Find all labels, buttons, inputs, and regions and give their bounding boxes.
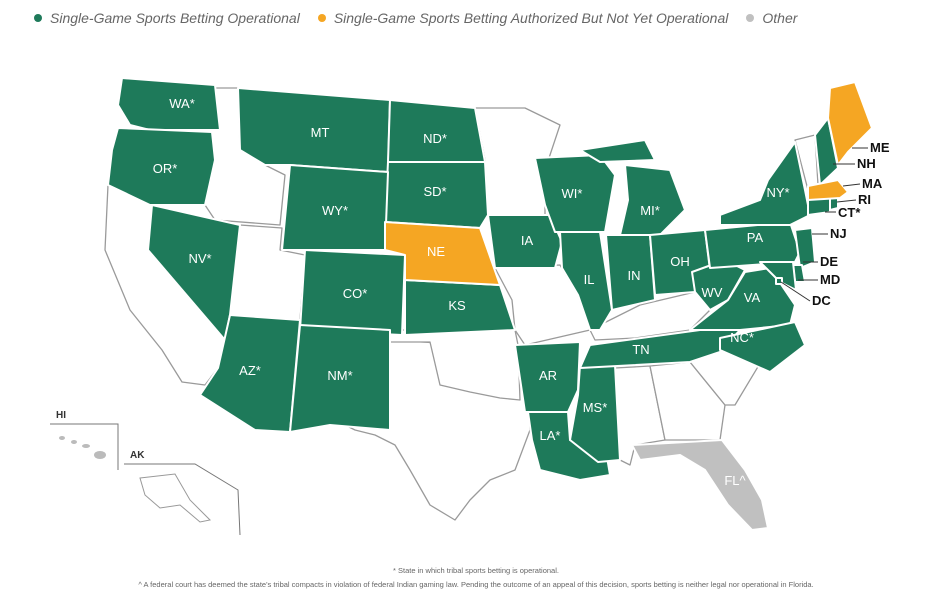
state-dc [775, 277, 783, 285]
legend-item-operational: Single-Game Sports Betting Operational [34, 10, 300, 26]
legend-swatch-authorized [317, 14, 326, 22]
label-nh: NH [857, 156, 876, 171]
label-wy: WY* [322, 203, 348, 218]
label-wa: WA* [169, 96, 195, 111]
label-ny: NY* [766, 185, 789, 200]
inset-label-ak: AK [130, 450, 145, 461]
state-ok [389, 329, 521, 401]
hawaii-island-2 [71, 440, 77, 444]
state-ar [514, 341, 581, 413]
label-va: VA [744, 290, 761, 305]
label-ct: CT* [838, 205, 861, 220]
leader-ma [842, 183, 861, 187]
label-oh: OH [670, 254, 690, 269]
leader-dc [780, 281, 811, 302]
state-ny [719, 141, 811, 226]
label-ms: MS* [583, 400, 608, 415]
hawaii-island-3 [82, 444, 90, 448]
label-tn: TN [632, 342, 649, 357]
label-mt: MT [311, 125, 330, 140]
label-ia: IA [521, 233, 534, 248]
legend-item-other: Other [746, 10, 797, 26]
label-wv: WV [702, 285, 723, 300]
footnote-florida: ^ A federal court has deemed the state's… [138, 580, 814, 589]
label-ne: NE [427, 244, 445, 259]
label-or: OR* [153, 161, 178, 176]
state-la [527, 411, 611, 481]
label-nc: NC* [730, 330, 754, 345]
inset-label-hi: HI [56, 410, 66, 421]
outside-labels: ME NH MA RI CT* NJ DE MD DC [812, 140, 890, 308]
hawaii-inset-frame [50, 423, 119, 470]
state-ia [487, 214, 563, 269]
state-ma [807, 179, 849, 201]
label-mi: MI* [640, 203, 660, 218]
hawaii-island-4 [94, 451, 106, 459]
legend-item-authorized: Single-Game Sports Betting Authorized Bu… [317, 10, 729, 26]
state-va [689, 267, 796, 331]
label-la: LA* [540, 428, 561, 443]
label-sd: SD* [423, 184, 446, 199]
state-or [107, 127, 216, 206]
state-nh [814, 117, 839, 186]
hawaii-inset: HI [50, 410, 119, 470]
alaska-shape [139, 473, 212, 523]
legend-swatch-operational [34, 14, 42, 22]
leader-ri [836, 199, 857, 203]
state-fl [631, 439, 769, 531]
label-me: ME [870, 140, 890, 155]
state-ne [384, 221, 501, 286]
label-fl: FL^ [724, 473, 746, 488]
state-az [199, 314, 301, 433]
betting-states [107, 77, 873, 531]
alaska-inset: AK [124, 450, 241, 536]
state-il [559, 231, 613, 331]
state-ky [589, 291, 711, 341]
label-de: DE [820, 254, 838, 269]
label-pa: PA [747, 230, 764, 245]
label-co: CO* [343, 286, 368, 301]
legend-label-authorized: Single-Game Sports Betting Authorized Bu… [333, 10, 729, 26]
label-wi: WI* [562, 186, 583, 201]
state-nc [719, 321, 806, 373]
alaska-inset-frame [124, 463, 241, 536]
legend-swatch-other [746, 14, 755, 22]
label-ks: KS [448, 298, 466, 313]
label-ri: RI [858, 192, 871, 207]
state-nm [289, 324, 391, 433]
label-nv: NV* [188, 251, 211, 266]
state-me [827, 81, 873, 166]
label-dc: DC [812, 293, 831, 308]
state-labels: WA* OR* MT ND* SD* WY* NE NV* CO* KS IA … [153, 96, 790, 488]
leader-lines [780, 147, 868, 302]
label-md: MD [820, 272, 840, 287]
footnote-tribal: * State in which tribal sports betting i… [393, 566, 559, 575]
legend-label-operational: Single-Game Sports Betting Operational [50, 10, 300, 26]
label-nd: ND* [423, 131, 447, 146]
label-ar: AR [539, 368, 557, 383]
label-il: IL [584, 272, 595, 287]
label-az: AZ* [239, 363, 261, 378]
legend-label-other: Other [762, 10, 798, 26]
state-co [299, 249, 406, 336]
label-in: IN [628, 268, 641, 283]
label-nj: NJ [830, 226, 847, 241]
map-legend: Single-Game Sports Betting Operational S… [34, 10, 815, 26]
label-nm: NM* [327, 368, 352, 383]
label-ma: MA [862, 176, 883, 191]
hawaii-island-1 [59, 436, 65, 440]
